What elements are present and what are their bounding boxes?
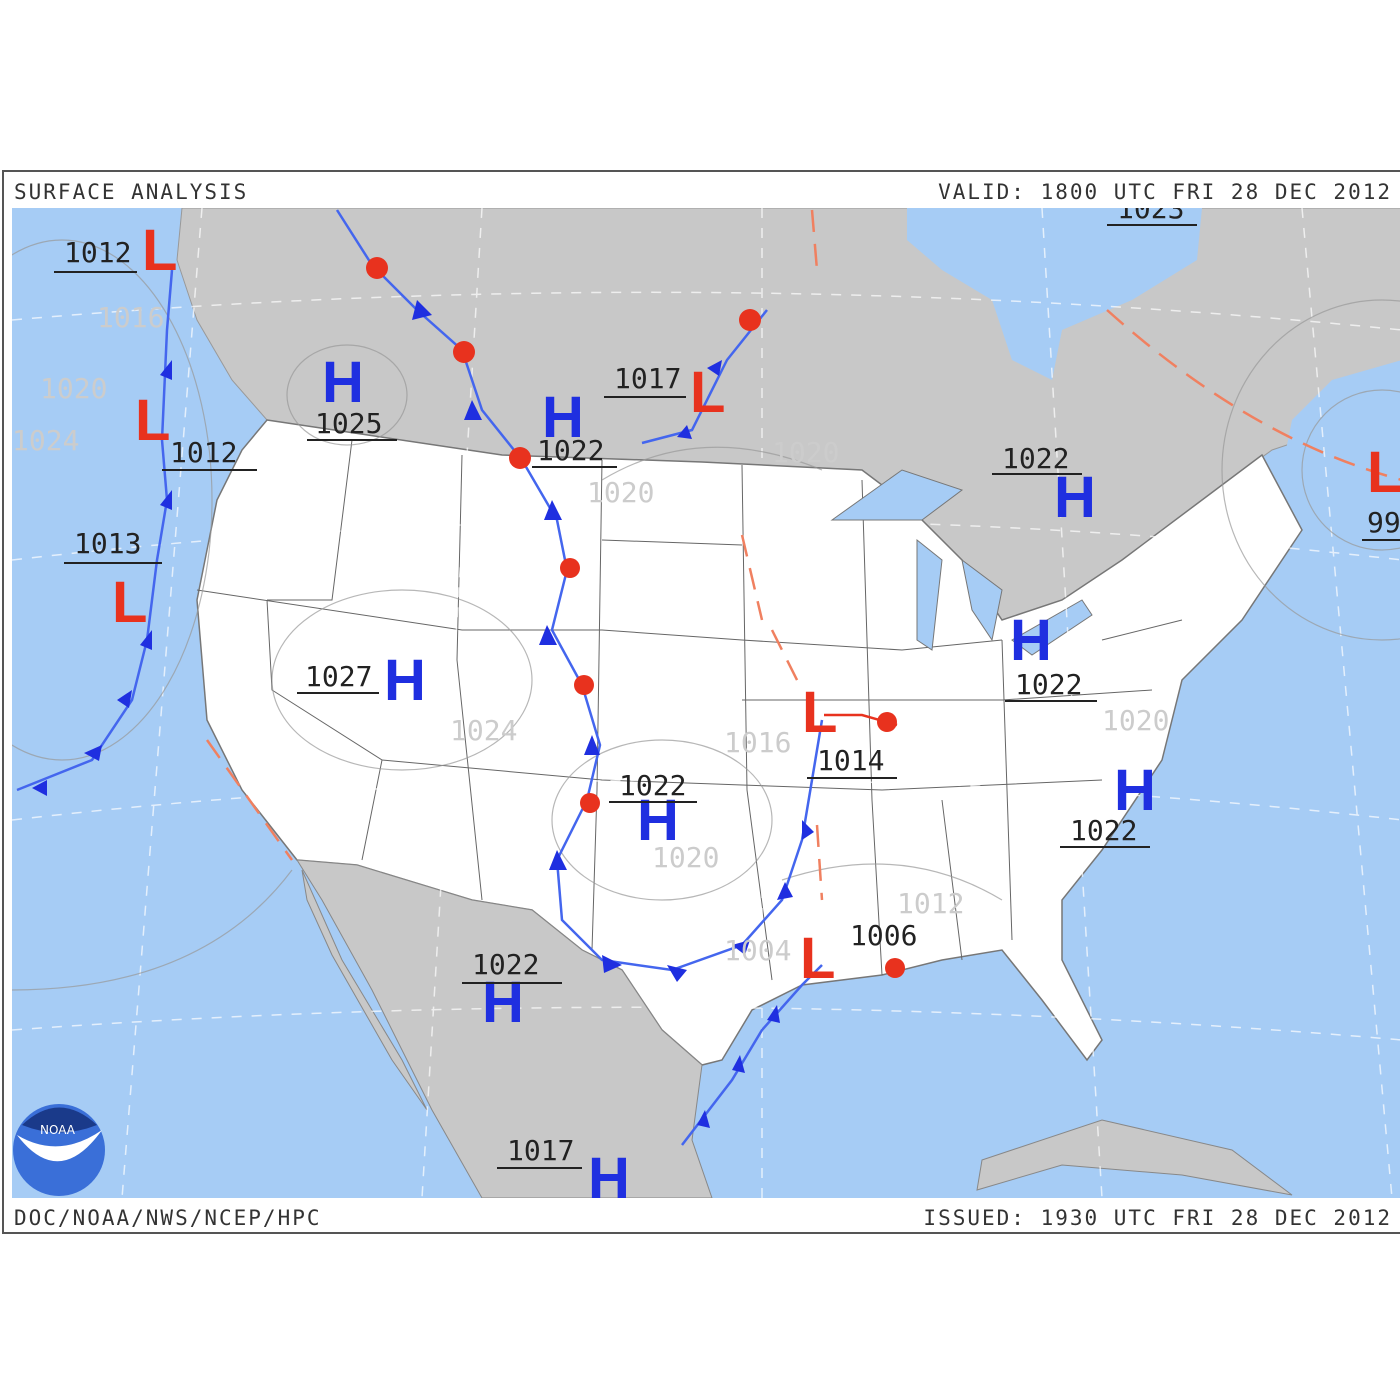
baja-california xyxy=(301,869,428,1111)
svg-text:L: L xyxy=(112,570,147,635)
fronts xyxy=(16,209,1400,1146)
svg-text:L: L xyxy=(135,388,170,453)
low-center: L 1012 xyxy=(54,218,177,283)
svg-text:1012: 1012 xyxy=(897,887,964,920)
low-center: L 1006 xyxy=(800,919,917,991)
great-lakes xyxy=(830,469,1093,656)
svg-text:1027: 1027 xyxy=(305,660,372,693)
svg-text:1022: 1022 xyxy=(1070,814,1137,847)
isobars xyxy=(12,239,1400,991)
svg-text:1022: 1022 xyxy=(1002,442,1069,475)
svg-text:H: H xyxy=(482,970,524,1035)
cold-front-plains xyxy=(520,459,824,972)
svg-text:L: L xyxy=(802,680,837,745)
noaa-logo: NOAA xyxy=(13,1104,105,1196)
svg-text:H: H xyxy=(637,788,679,853)
trough xyxy=(205,209,1400,901)
low-center: L xyxy=(1367,440,1400,505)
weather-map: 1016 1020 1024 1020 1020 1024 1016 1020 … xyxy=(12,208,1400,1198)
svg-text:L: L xyxy=(1367,440,1400,505)
svg-text:1012: 1012 xyxy=(170,436,237,469)
hudson-bay xyxy=(907,208,1202,380)
svg-text:1022: 1022 xyxy=(537,434,604,467)
low-center: L 1017 xyxy=(604,360,725,425)
high-center: H 1017 xyxy=(497,1134,630,1198)
svg-text:1017: 1017 xyxy=(614,362,681,395)
cold-front-pacific xyxy=(16,269,174,792)
svg-text:H: H xyxy=(588,1146,630,1198)
edge-pressure-label: 1023 xyxy=(1117,208,1184,225)
isobar-labels: 1016 1020 1024 1020 1020 1024 1016 1020 … xyxy=(12,301,1169,967)
mexico-land xyxy=(296,859,713,1198)
svg-text:NOAA: NOAA xyxy=(40,1123,76,1137)
svg-text:H: H xyxy=(1010,608,1052,673)
svg-text:H: H xyxy=(542,385,584,450)
svg-text:1020: 1020 xyxy=(40,372,107,405)
svg-text:1004: 1004 xyxy=(724,934,791,967)
svg-text:1024: 1024 xyxy=(450,714,517,747)
svg-text:1020: 1020 xyxy=(652,841,719,874)
svg-text:L: L xyxy=(800,926,835,991)
edge-pressure-label: 99 xyxy=(1367,506,1400,539)
issuing-agency: DOC/NOAA/NWS/NCEP/HPC xyxy=(14,1206,322,1230)
cold-front-gulf xyxy=(681,964,823,1146)
svg-text:L: L xyxy=(690,360,725,425)
svg-text:1017: 1017 xyxy=(507,1134,574,1167)
svg-text:H: H xyxy=(1054,465,1096,530)
stationary-front xyxy=(335,209,523,461)
cuba xyxy=(976,1119,1293,1196)
svg-text:1022: 1022 xyxy=(1015,668,1082,701)
svg-text:H: H xyxy=(384,648,426,713)
surface-analysis-map: SURFACE ANALYSIS VALID: 1800 UTC FRI 28 … xyxy=(2,170,1400,1234)
svg-text:1012: 1012 xyxy=(64,236,131,269)
svg-text:1006: 1006 xyxy=(850,919,917,952)
svg-text:1020: 1020 xyxy=(587,476,654,509)
svg-text:1024: 1024 xyxy=(12,424,79,457)
svg-text:1022: 1022 xyxy=(619,769,686,802)
svg-text:1022: 1022 xyxy=(472,948,539,981)
svg-text:1025: 1025 xyxy=(315,407,382,440)
svg-text:1013: 1013 xyxy=(74,527,141,560)
svg-text:H: H xyxy=(1114,758,1156,823)
cold-front-canada xyxy=(641,309,768,445)
svg-text:L: L xyxy=(142,218,177,283)
svg-text:1020: 1020 xyxy=(772,436,839,469)
valid-time: VALID: 1800 UTC FRI 28 DEC 2012 xyxy=(938,180,1392,204)
low-center: L 1013 xyxy=(64,527,162,635)
svg-text:H: H xyxy=(322,350,364,415)
svg-text:1014: 1014 xyxy=(817,744,884,777)
issued-time: ISSUED: 1930 UTC FRI 28 DEC 2012 xyxy=(923,1206,1392,1230)
svg-text:1016: 1016 xyxy=(97,301,164,334)
svg-text:1020: 1020 xyxy=(1102,704,1169,737)
svg-text:1016: 1016 xyxy=(724,726,791,759)
high-center: H 1027 xyxy=(297,648,426,713)
map-title: SURFACE ANALYSIS xyxy=(14,180,249,204)
state-borders xyxy=(196,439,1183,981)
